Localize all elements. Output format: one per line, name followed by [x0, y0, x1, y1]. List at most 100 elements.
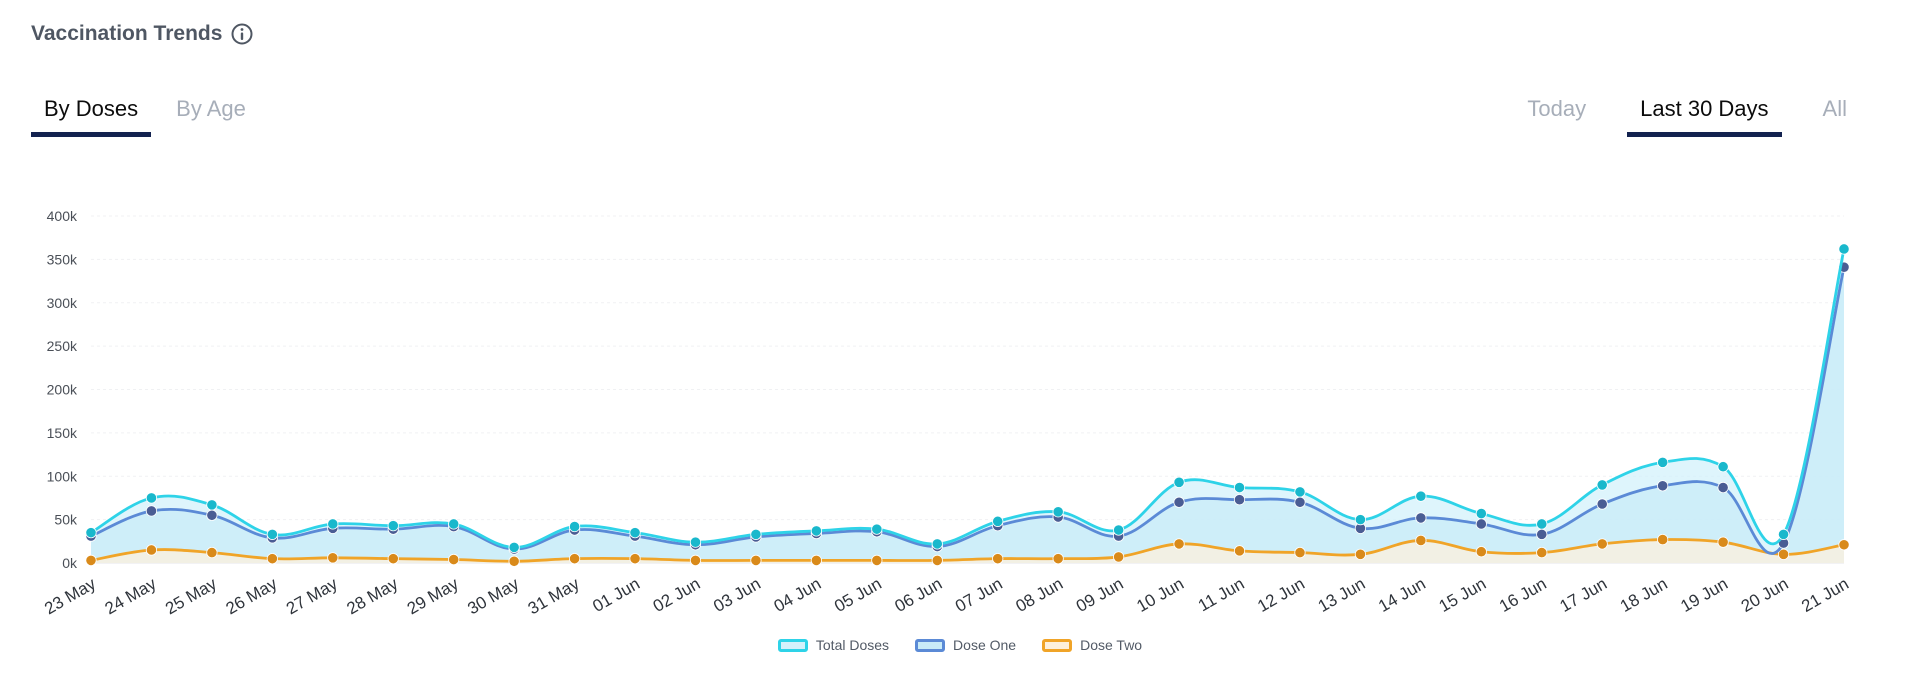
x-tick-label: 28 May	[343, 574, 401, 619]
tab-by-doses[interactable]: By Doses	[31, 94, 152, 137]
point-total-doses	[1777, 528, 1790, 540]
y-tick-label: 300k	[47, 295, 78, 311]
x-tick-label: 04 Jun	[771, 574, 825, 616]
point-dose-two	[1233, 545, 1246, 557]
point-dose-one	[1415, 512, 1427, 524]
point-dose-two	[871, 554, 883, 566]
legend-swatch-total-doses	[777, 638, 808, 652]
point-dose-two	[1657, 533, 1669, 546]
point-total-doses	[871, 523, 883, 535]
point-total-doses	[1536, 518, 1548, 530]
legend-item-dose-one[interactable]: Dose One	[915, 637, 1016, 653]
point-dose-two	[1838, 539, 1850, 551]
point-total-doses	[1354, 514, 1367, 526]
point-dose-one	[206, 509, 218, 521]
info-circle-icon[interactable]	[230, 22, 254, 46]
x-tick-label: 15 Jun	[1436, 574, 1490, 616]
point-total-doses	[448, 518, 460, 530]
x-tick-label: 21 Jun	[1798, 574, 1852, 616]
y-tick-label: 250k	[47, 338, 78, 354]
point-dose-two	[1354, 548, 1367, 560]
legend-label: Total Doses	[815, 637, 890, 653]
point-total-doses	[387, 520, 399, 532]
point-dose-one	[1173, 496, 1185, 508]
point-total-doses	[1294, 486, 1306, 498]
point-dose-two	[206, 546, 218, 559]
tab-by-age[interactable]: By Age	[176, 96, 246, 121]
point-dose-one	[1596, 498, 1608, 510]
point-total-doses	[327, 518, 339, 530]
x-tick-label: 16 Jun	[1496, 574, 1550, 616]
y-tick-label: 0k	[62, 555, 78, 571]
y-tick-label: 150k	[47, 425, 78, 441]
area-dose-two	[91, 539, 1844, 563]
point-total-doses	[1596, 479, 1608, 491]
page-title: Vaccination Trends	[31, 22, 223, 45]
point-total-doses	[629, 527, 641, 539]
tab-last-30-days[interactable]: Last 30 Days	[1627, 94, 1782, 137]
point-total-doses	[750, 528, 762, 540]
point-dose-two	[1415, 534, 1427, 547]
point-dose-one	[145, 505, 158, 517]
tab-today[interactable]: Today	[1527, 96, 1587, 121]
point-total-doses	[810, 525, 822, 537]
point-dose-two	[1536, 546, 1548, 559]
point-dose-two	[327, 552, 339, 564]
x-tick-label: 12 Jun	[1254, 574, 1308, 616]
y-tick-label: 200k	[47, 382, 78, 398]
point-total-doses	[1657, 456, 1669, 468]
time-range-tabs: Today Last 30 Days All	[1486, 94, 1860, 137]
point-total-doses	[508, 541, 520, 553]
point-dose-two	[145, 544, 158, 556]
point-dose-two	[810, 554, 822, 566]
point-total-doses	[266, 528, 278, 540]
x-tick-label: 26 May	[223, 574, 281, 619]
x-tick-label: 23 May	[41, 574, 99, 619]
point-dose-two	[387, 553, 399, 565]
point-total-doses	[85, 527, 97, 539]
chart-legend: Total Doses Dose One Dose Two	[0, 637, 1920, 653]
point-dose-two	[629, 553, 641, 565]
point-total-doses	[1173, 476, 1185, 488]
point-dose-one	[1294, 496, 1306, 508]
x-tick-label: 29 May	[404, 574, 462, 619]
point-dose-two	[931, 554, 943, 566]
header: Vaccination Trends	[31, 22, 254, 46]
point-dose-two	[1294, 546, 1306, 559]
point-dose-two	[85, 554, 97, 566]
tab-all[interactable]: All	[1822, 96, 1847, 121]
area-dose-one	[91, 267, 1844, 563]
point-dose-one	[1475, 518, 1487, 530]
point-total-doses	[1717, 461, 1729, 473]
point-total-doses	[1113, 524, 1125, 536]
point-dose-two	[266, 553, 278, 565]
point-total-doses	[1415, 490, 1427, 502]
point-dose-two	[1777, 548, 1790, 560]
point-total-doses	[689, 536, 702, 548]
x-tick-label: 19 Jun	[1677, 574, 1731, 616]
point-dose-one	[1233, 494, 1246, 506]
x-tick-label: 27 May	[283, 574, 341, 619]
point-total-doses	[992, 515, 1004, 527]
x-tick-label: 11 Jun	[1195, 574, 1248, 615]
x-tick-label: 10 Jun	[1133, 574, 1187, 616]
point-total-doses	[145, 492, 158, 504]
x-tick-label: 08 Jun	[1012, 574, 1066, 616]
point-dose-two	[1113, 551, 1125, 563]
dose-age-tabs: By Doses By Age	[31, 94, 271, 137]
point-dose-two	[689, 554, 702, 566]
x-tick-label: 17 Jun	[1556, 574, 1610, 616]
y-tick-label: 350k	[47, 251, 78, 267]
legend-item-dose-two[interactable]: Dose Two	[1042, 637, 1142, 653]
x-tick-label: 09 Jun	[1073, 574, 1127, 616]
point-dose-one	[1657, 480, 1669, 492]
legend-item-total-doses[interactable]: Total Doses	[777, 637, 890, 653]
x-tick-label: 07 Jun	[952, 574, 1006, 616]
x-tick-label: 20 Jun	[1738, 574, 1792, 616]
x-tick-label: 25 May	[162, 574, 220, 619]
x-tick-label: 24 May	[102, 574, 160, 619]
legend-swatch-dose-one	[915, 638, 946, 652]
x-tick-label: 02 Jun	[650, 574, 704, 616]
point-dose-two	[750, 554, 762, 566]
x-tick-label: 01 Jun	[589, 574, 643, 616]
